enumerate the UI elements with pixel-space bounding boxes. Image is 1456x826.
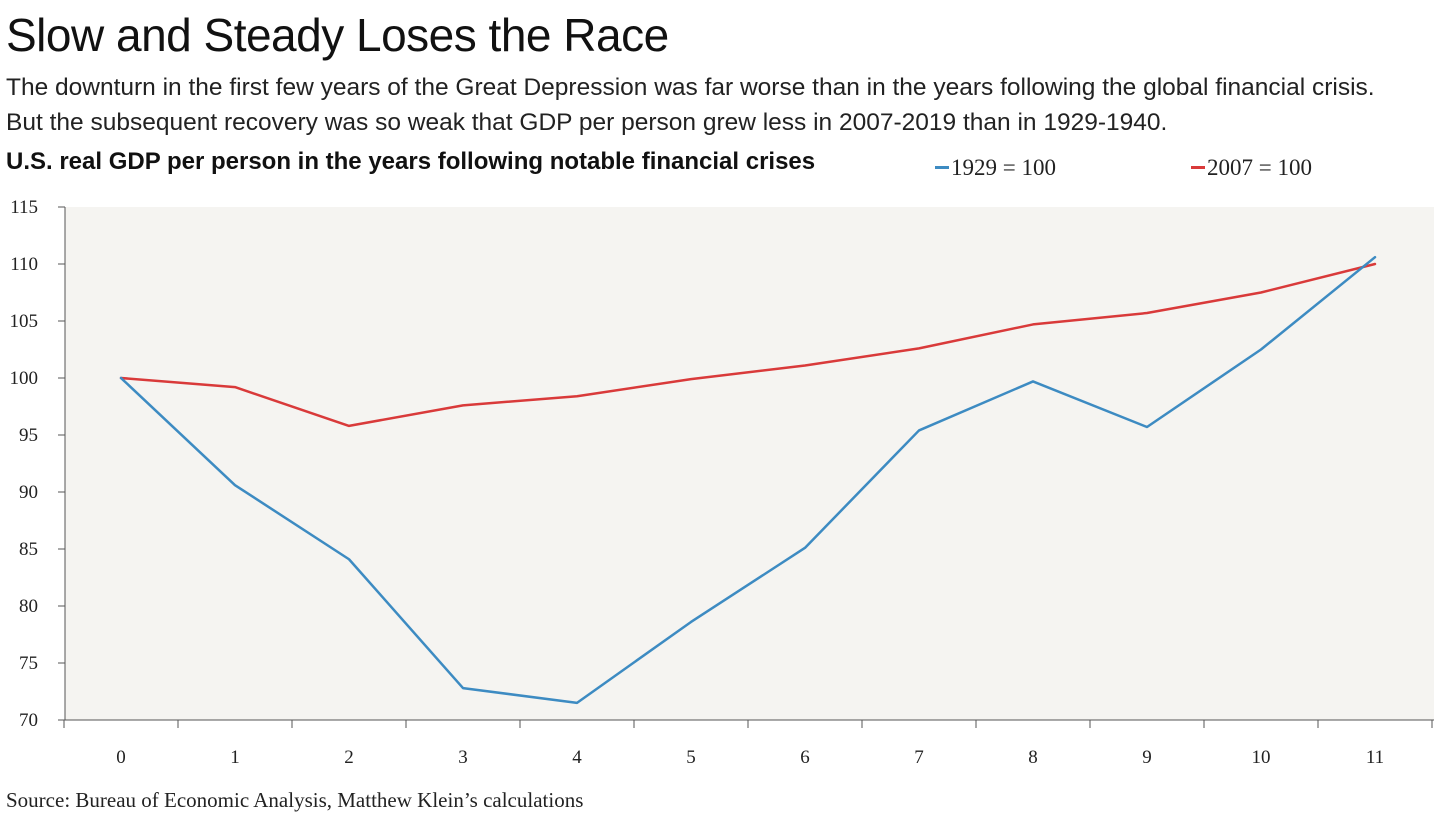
x-tick-label-1: 1 (230, 747, 240, 768)
y-tick-label-100: 100 (10, 368, 39, 389)
x-tick-label-10: 10 (1252, 747, 1271, 768)
series-lines (119, 255, 1377, 705)
x-tick-label-6: 6 (800, 747, 810, 768)
legend-swatch-2007 (1191, 166, 1205, 169)
x-tick-label-8: 8 (1028, 747, 1038, 768)
x-tick-label-4: 4 (572, 747, 582, 768)
legend-item-2007: 2007 = 100 (1191, 156, 1312, 179)
chart-heading: U.S. real GDP per person in the years fo… (6, 148, 816, 175)
chart-subtitle: The downturn in the first few years of t… (6, 70, 1446, 140)
plot-area (65, 207, 1434, 720)
x-tick-label-3: 3 (458, 747, 468, 768)
x-tick-label-11: 11 (1366, 747, 1384, 768)
y-tick-label-80: 80 (19, 596, 38, 617)
x-tick-label-2: 2 (344, 747, 354, 768)
y-tick-label-95: 95 (19, 425, 38, 446)
x-tick-label-0: 0 (116, 747, 126, 768)
series-line-2007 (119, 262, 1377, 428)
y-tick-label-115: 115 (10, 197, 38, 218)
y-tick-label-75: 75 (19, 653, 38, 674)
series-line-1929 (119, 255, 1377, 705)
x-tick-label-5: 5 (686, 747, 696, 768)
x-tick-label-7: 7 (914, 747, 924, 768)
y-tick-label-110: 110 (10, 254, 38, 275)
legend-label-2007: 2007 = 100 (1207, 155, 1312, 180)
chart-title: Slow and Steady Loses the Race (6, 9, 669, 61)
axes: 70 75 80 85 90 95 100 105 110 115 0 1 2 3 4 5 6 7 8 9 10 11 (10, 197, 1434, 768)
line-chart: 70 75 80 85 90 95 100 105 110 115 0 1 2 3 4 5 6 7 8 9 10 11 (10, 197, 1434, 768)
legend-label-1929: 1929 = 100 (951, 155, 1056, 180)
subtitle-line-1: The downturn in the first few years of t… (6, 74, 1375, 101)
legend-swatch-1929 (935, 166, 949, 169)
y-tick-label-70: 70 (19, 710, 38, 731)
y-tick-label-105: 105 (10, 311, 39, 332)
subtitle-line-2: But the subsequent recovery was so weak … (6, 109, 1168, 136)
source-note: Source: Bureau of Economic Analysis, Mat… (6, 788, 584, 812)
x-tick-label-9: 9 (1142, 747, 1152, 768)
y-tick-label-90: 90 (19, 482, 38, 503)
legend-item-1929: 1929 = 100 (935, 156, 1056, 179)
y-tick-label-85: 85 (19, 539, 38, 560)
